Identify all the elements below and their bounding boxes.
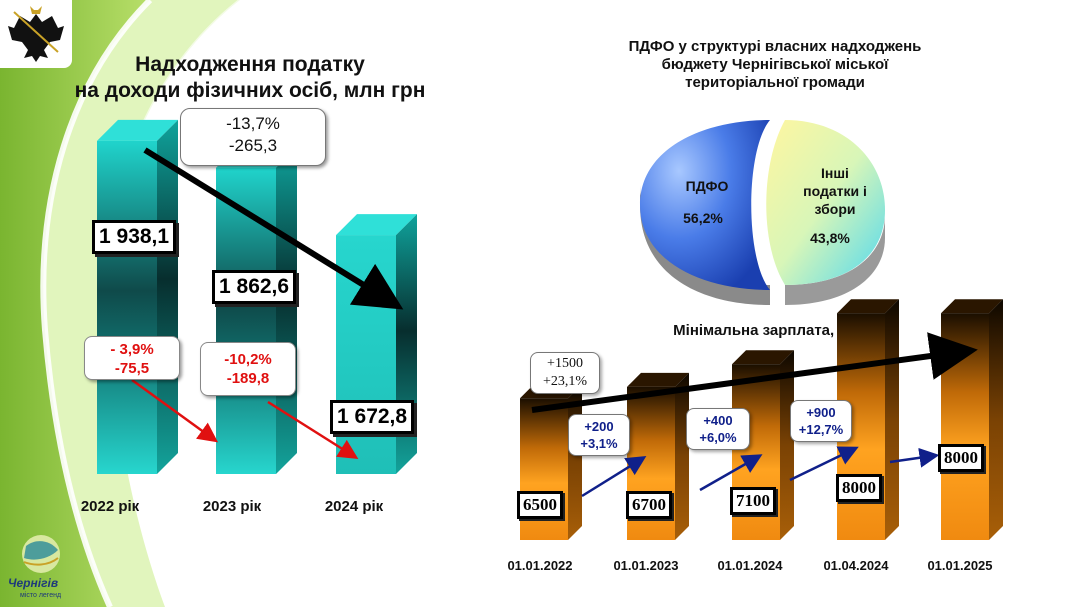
date-label-2: 01.01.2023 (613, 558, 679, 573)
wage-increase-arrow-1 (581, 456, 647, 498)
tax-chart-title: Надходження податку на доходи фізичних о… (40, 52, 460, 104)
wage-increase-abs-1: +200 (584, 419, 614, 434)
year-label-2022: 2022 рік (80, 498, 140, 515)
pie-label-other: Інші податки і збори (790, 164, 880, 218)
date-label-4: 01.04.2024 (823, 558, 889, 573)
tax-bar-2-front (216, 167, 276, 474)
tax-value-label-2024: 1 672,8 (330, 400, 415, 434)
date-label-1: 01.01.2022 (507, 558, 573, 573)
wage-value-label-5: 8000 (938, 444, 984, 472)
wage-chart-title: Мінімальна зарплата, грн (673, 322, 863, 339)
tax-title-line1: Надходження податку (135, 53, 365, 76)
pie-slice-other-side (785, 215, 885, 305)
tax-change-arrow-1 (131, 378, 219, 443)
eagle-icon (8, 6, 64, 62)
wage-bar-4-top (837, 299, 899, 314)
tax-bar-3-top (336, 214, 417, 236)
wage-bar-2-side (675, 372, 689, 540)
tax-change-box-1: - 3,9% -75,5 (84, 336, 180, 380)
wage-bar-3-side (780, 350, 794, 540)
tax-total-abs: -265,3 (228, 136, 278, 155)
tax-change-pct-2: -10,2% (224, 351, 272, 368)
city-logo-tagline: місто легенд (20, 592, 62, 599)
wage-total-abs: +1500 (547, 356, 583, 371)
wage-increase-arrow-2 (699, 454, 763, 492)
tax-title-line2: на доходи фізичних осіб, млн грн (74, 79, 426, 102)
wage-increase-box-2: +400 +6,0% (686, 408, 750, 450)
wage-value-label-3: 7100 (730, 487, 776, 515)
city-logo-name: Чернігів (8, 576, 59, 590)
year-label-2023: 2023 рік (202, 498, 262, 515)
city-logo: Чернігів місто легенд (6, 532, 76, 604)
wage-bar-2-top (627, 372, 689, 387)
pie-title-line2: бюджету Чернігівської міської (661, 56, 889, 73)
tax-change-arrow-2 (267, 400, 359, 460)
wage-bar-5-top (941, 299, 1003, 314)
tax-trend-arrow (143, 147, 404, 310)
date-label-5: 01.01.2025 (927, 558, 993, 573)
wage-increase-abs-3: +900 (806, 405, 836, 420)
tax-value-label-2022: 1 938,1 (92, 220, 177, 254)
wage-bar-5 (941, 299, 1003, 540)
wage-increase-arrow-4 (889, 447, 940, 468)
wage-increase-pct-2: +6,0% (699, 430, 737, 445)
wage-bar-4-side (885, 299, 899, 540)
wage-increase-box-1: +200 +3,1% (568, 414, 630, 456)
wage-increase-abs-2: +400 (703, 413, 733, 428)
pie-slice-pdfo-side (640, 185, 770, 305)
tax-value-label-2023: 1 862,6 (212, 270, 297, 304)
wage-bar-5-side (989, 299, 1003, 540)
tax-change-abs-1: -75,5 (114, 360, 150, 377)
pie-label-pdfo: ПДФО (685, 178, 729, 194)
pie-pct-pdfo: 56,2% (683, 210, 723, 226)
wage-bar-5-front (941, 313, 989, 540)
wage-value-label-1: 6500 (517, 491, 563, 519)
wage-increase-pct-3: +12,7% (798, 422, 844, 437)
wage-value-label-2: 6700 (626, 491, 672, 519)
pie-label-other-line2: податки і (803, 183, 867, 199)
tax-change-pct-1: - 3,9% (110, 341, 154, 358)
pie-slice-pdfo (640, 120, 770, 290)
tax-bar-1-side (157, 119, 178, 475)
pie-pct-other: 43,8% (810, 230, 850, 246)
pie-title-line1: ПДФО у структурі власних надходжень (628, 38, 922, 55)
year-label-2024: 2024 рік (324, 498, 384, 515)
pie-label-other-line3: збори (814, 201, 856, 217)
wage-total-pct: +23,1% (542, 374, 588, 389)
wage-increase-arrow-3 (789, 446, 859, 482)
pie-chart-title: ПДФО у структурі власних надходжень бюдж… (575, 38, 975, 92)
tax-change-box-2: -10,2% -189,8 (200, 342, 296, 396)
pie-title-line3: територіальної громади (685, 74, 865, 91)
wage-value-label-4: 8000 (836, 474, 882, 502)
tax-change-abs-2: -189,8 (226, 370, 270, 387)
pie-slice-other (766, 120, 885, 285)
tax-total-change-box: -13,7% -265,3 (180, 108, 326, 166)
pie-label-other-line1: Інші (821, 165, 849, 181)
wage-total-increase-box: +1500 +23,1% (530, 352, 600, 394)
tax-total-pct: -13,7% (226, 114, 280, 133)
tax-bar-1-front (97, 140, 157, 475)
date-label-3: 01.01.2024 (717, 558, 783, 573)
coat-of-arms-logo (0, 0, 72, 68)
tax-bar-1-top (97, 119, 178, 141)
city-logo-globe-icon (22, 535, 60, 573)
wage-increase-box-3: +900 +12,7% (790, 400, 852, 442)
tax-bar-1 (97, 119, 178, 475)
wage-increase-pct-1: +3,1% (580, 436, 618, 451)
wage-trend-arrow (531, 332, 978, 413)
wage-bar-3-top (732, 350, 794, 365)
